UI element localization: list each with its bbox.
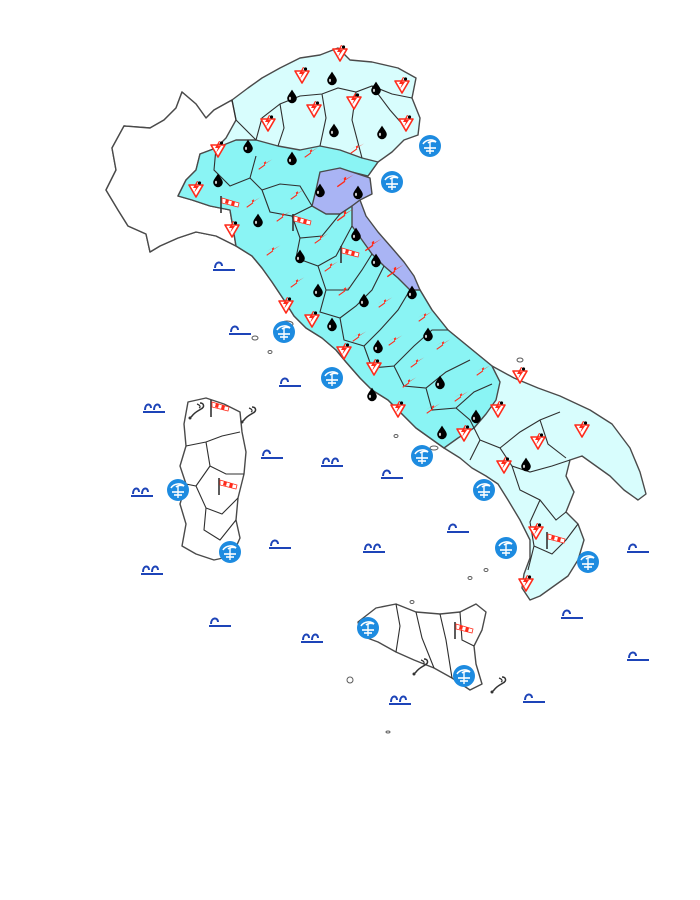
waterspout-icon <box>239 406 257 424</box>
alert-high-zone-marche <box>351 199 421 291</box>
sea-wave-icon <box>522 693 546 703</box>
strong-wind-circle-icon <box>218 540 242 564</box>
sicily <box>357 603 487 691</box>
strong-wind-circle-icon <box>452 664 476 688</box>
strong-wind-circle-icon <box>472 478 496 502</box>
sea-wave-icon <box>446 523 470 533</box>
waterspout-icon <box>489 676 507 694</box>
sea-wave-icon <box>260 449 284 459</box>
sea-wave-icon <box>130 487 154 497</box>
sea-wave-icon <box>320 457 344 467</box>
strong-wind-circle-icon <box>576 550 600 574</box>
sea-wave-icon <box>388 695 412 705</box>
sardinia-borders <box>185 431 244 541</box>
sea-wave-icon <box>380 469 404 479</box>
strong-wind-circle-icon <box>418 134 442 158</box>
sea-wave-icon <box>228 325 252 335</box>
sea-wave-icon <box>140 565 164 575</box>
strong-wind-circle-icon <box>494 536 518 560</box>
sea-wave-icon <box>142 403 166 413</box>
strong-wind-circle-icon <box>272 320 296 344</box>
strong-wind-circle-icon <box>380 170 404 194</box>
internal-borders-north <box>213 85 493 411</box>
strong-wind-circle-icon <box>356 616 380 640</box>
sea-wave-icon <box>300 633 324 643</box>
strong-wind-circle-icon <box>166 478 190 502</box>
sea-wave-icon <box>268 539 292 549</box>
internal-borders-south <box>455 407 579 571</box>
sea-wave-icon <box>626 543 650 553</box>
sea-wave-icon <box>212 261 236 271</box>
sea-wave-icon <box>626 651 650 661</box>
strong-wind-circle-icon <box>410 444 434 468</box>
sea-wave-icon <box>208 617 232 627</box>
sea-wave-icon <box>278 377 302 387</box>
sicily-borders <box>395 603 475 679</box>
sea-wave-icon <box>560 609 584 619</box>
strong-wind-circle-icon <box>320 366 344 390</box>
sea-wave-icon <box>362 543 386 553</box>
